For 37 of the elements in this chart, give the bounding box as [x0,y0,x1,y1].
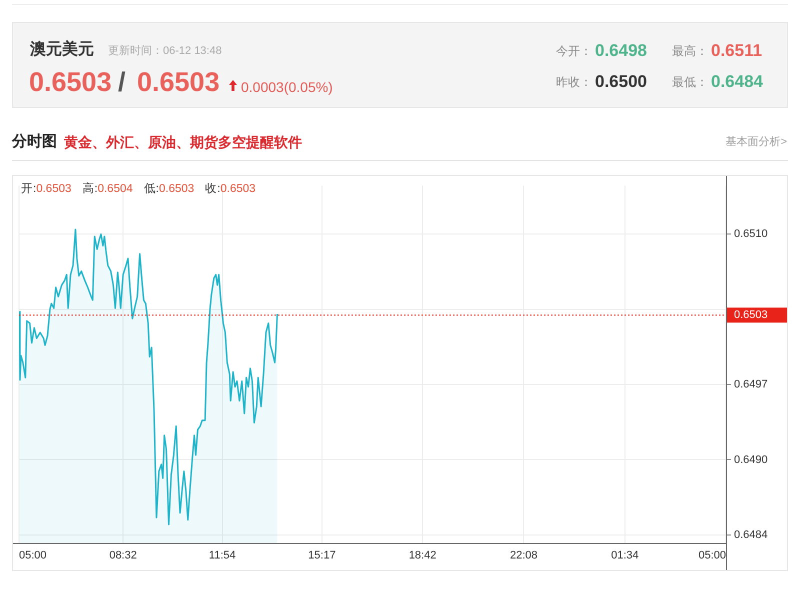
ref-line-label: 0.6503 [734,309,768,322]
y-tick-label: 0.6484 [734,528,768,541]
x-tick-label: 01:34 [611,550,639,562]
text: 0.0003(0.05%) [241,78,333,96]
text: 0.6503 [137,66,220,98]
text: 分时图 [12,132,57,152]
text: 昨收： [556,74,592,90]
text: 0.6500 [595,71,647,93]
text: 0.6503 [29,66,112,98]
text: 0.6511 [711,40,762,62]
annotation: 收: [205,183,220,195]
x-tick-label: 05:00 [19,550,47,562]
annotation: 开: [21,183,36,195]
x-tick-label: 05:00 [698,550,726,562]
annotation: 0.6503 [158,183,194,195]
y-tick-label: 0.6510 [734,228,768,240]
text: 基本面分析> [726,135,787,149]
x-tick-label: 22:08 [510,550,538,562]
annotation: 0.6504 [98,183,133,195]
chart-title: 澳元美元 [30,40,94,60]
text: 黄金、外汇、原油、期货多空提醒软件 [64,133,302,151]
text: 0.6498 [595,40,647,62]
y-tick-label: 0.6490 [734,454,768,466]
annotation: 高: [82,183,98,195]
text: 最高： [672,43,708,59]
x-tick-label: 18:42 [408,550,436,562]
annotation: 0.6503 [36,183,72,195]
annotation: 低: [144,183,159,195]
x-tick-label: 08:32 [109,550,137,562]
text: / [118,66,126,98]
x-tick-label: 11:54 [208,550,236,562]
text: 最低： [672,74,708,90]
y-tick-label: 0.6497 [734,378,768,391]
x-tick-label: 15:17 [308,550,336,562]
annotation: 0.6503 [220,183,256,195]
text: 今开： [556,43,592,59]
text: 更新时间：06-12 13:48 [108,44,222,58]
